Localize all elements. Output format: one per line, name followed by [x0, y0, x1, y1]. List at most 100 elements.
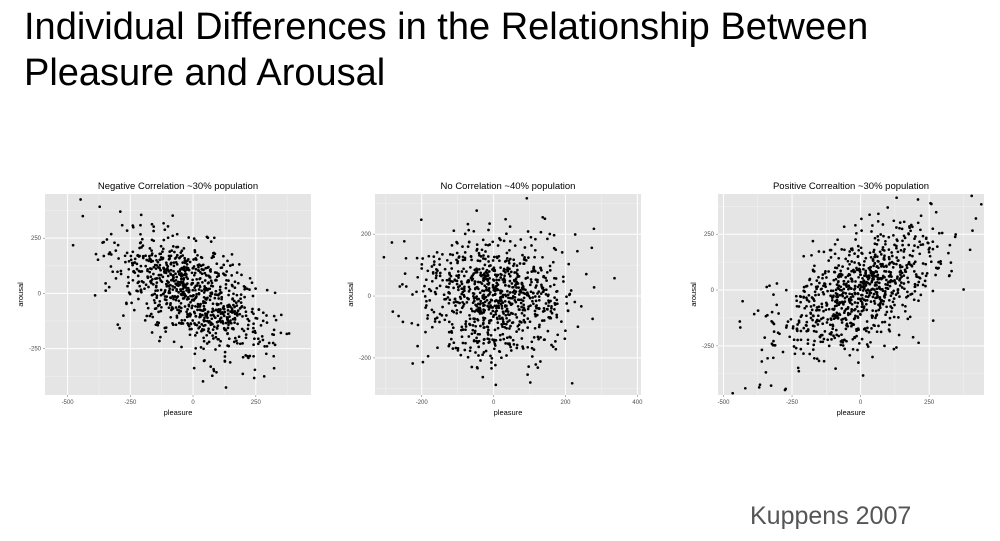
data-point [494, 312, 498, 316]
data-point [218, 288, 222, 292]
data-point [962, 288, 965, 291]
data-point [824, 301, 828, 305]
data-point [903, 309, 907, 313]
data-point [792, 345, 796, 348]
data-point [476, 280, 480, 284]
data-point [548, 269, 552, 272]
data-point [171, 274, 175, 278]
data-point [500, 323, 504, 326]
data-point [799, 300, 802, 304]
data-point [244, 333, 248, 336]
data-point [529, 278, 533, 281]
data-point [902, 274, 906, 277]
data-point [540, 319, 544, 322]
data-point [857, 361, 860, 364]
data-point [499, 276, 503, 279]
data-point [445, 258, 449, 262]
data-point [504, 293, 507, 297]
data-point [464, 341, 467, 345]
data-point [209, 313, 213, 317]
data-point [466, 245, 470, 248]
data-point [243, 295, 246, 299]
data-point [198, 308, 202, 312]
data-point [478, 291, 482, 295]
data-point [211, 254, 215, 258]
data-point [545, 271, 549, 274]
data-point [493, 299, 497, 303]
data-point [470, 365, 474, 369]
data-point [230, 283, 234, 287]
data-point [536, 335, 540, 339]
data-point [576, 325, 580, 329]
data-point [482, 311, 486, 314]
data-point [447, 320, 451, 324]
data-point [833, 336, 837, 340]
data-point [968, 248, 972, 252]
data-point [463, 348, 467, 352]
data-point [111, 270, 115, 274]
data-point [529, 235, 533, 239]
data-point [250, 310, 254, 314]
data-point [795, 329, 799, 333]
data-point [547, 304, 550, 308]
data-point [882, 299, 886, 303]
data-point [150, 293, 154, 297]
data-point [871, 295, 875, 299]
data-point [500, 304, 504, 308]
data-point [132, 308, 136, 312]
data-point [466, 355, 470, 359]
data-point [229, 310, 232, 313]
data-point [168, 291, 171, 294]
data-point [460, 270, 464, 273]
data-point [172, 261, 176, 264]
data-point [430, 265, 434, 268]
data-point [806, 342, 810, 345]
data-point [509, 336, 512, 339]
data-point [433, 320, 437, 323]
data-point [829, 256, 833, 259]
data-point [486, 255, 490, 258]
data-point [155, 296, 159, 300]
data-point [907, 232, 911, 236]
data-point [486, 331, 490, 334]
data-point [508, 279, 512, 283]
data-point [823, 282, 826, 285]
data-point [483, 303, 486, 307]
data-point [459, 310, 462, 314]
data-point [171, 288, 175, 291]
data-point [539, 230, 543, 234]
data-point [934, 266, 938, 270]
data-point [802, 352, 805, 355]
data-point [488, 319, 491, 323]
data-point [489, 333, 493, 337]
data-point [805, 304, 808, 308]
data-point [802, 254, 806, 258]
data-point [467, 290, 471, 293]
data-point [887, 248, 891, 251]
data-point [854, 314, 857, 318]
data-point [853, 336, 857, 340]
data-point [506, 293, 510, 297]
data-point [455, 240, 458, 244]
data-point [166, 264, 170, 268]
data-point [503, 299, 507, 303]
data-point [921, 262, 925, 265]
data-point [886, 206, 890, 209]
data-point [210, 310, 214, 314]
data-point [885, 265, 888, 268]
data-point [196, 305, 200, 309]
data-point [924, 274, 928, 278]
data-point [450, 329, 453, 333]
data-point [183, 305, 187, 308]
data-point [846, 267, 850, 270]
data-point [840, 248, 844, 251]
data-point [924, 236, 928, 240]
data-point [553, 301, 557, 305]
data-point [828, 282, 832, 286]
data-point [203, 284, 206, 288]
data-point [183, 256, 187, 260]
data-point [896, 288, 900, 291]
data-point [203, 316, 206, 320]
data-point [809, 312, 813, 315]
data-point [844, 276, 848, 279]
